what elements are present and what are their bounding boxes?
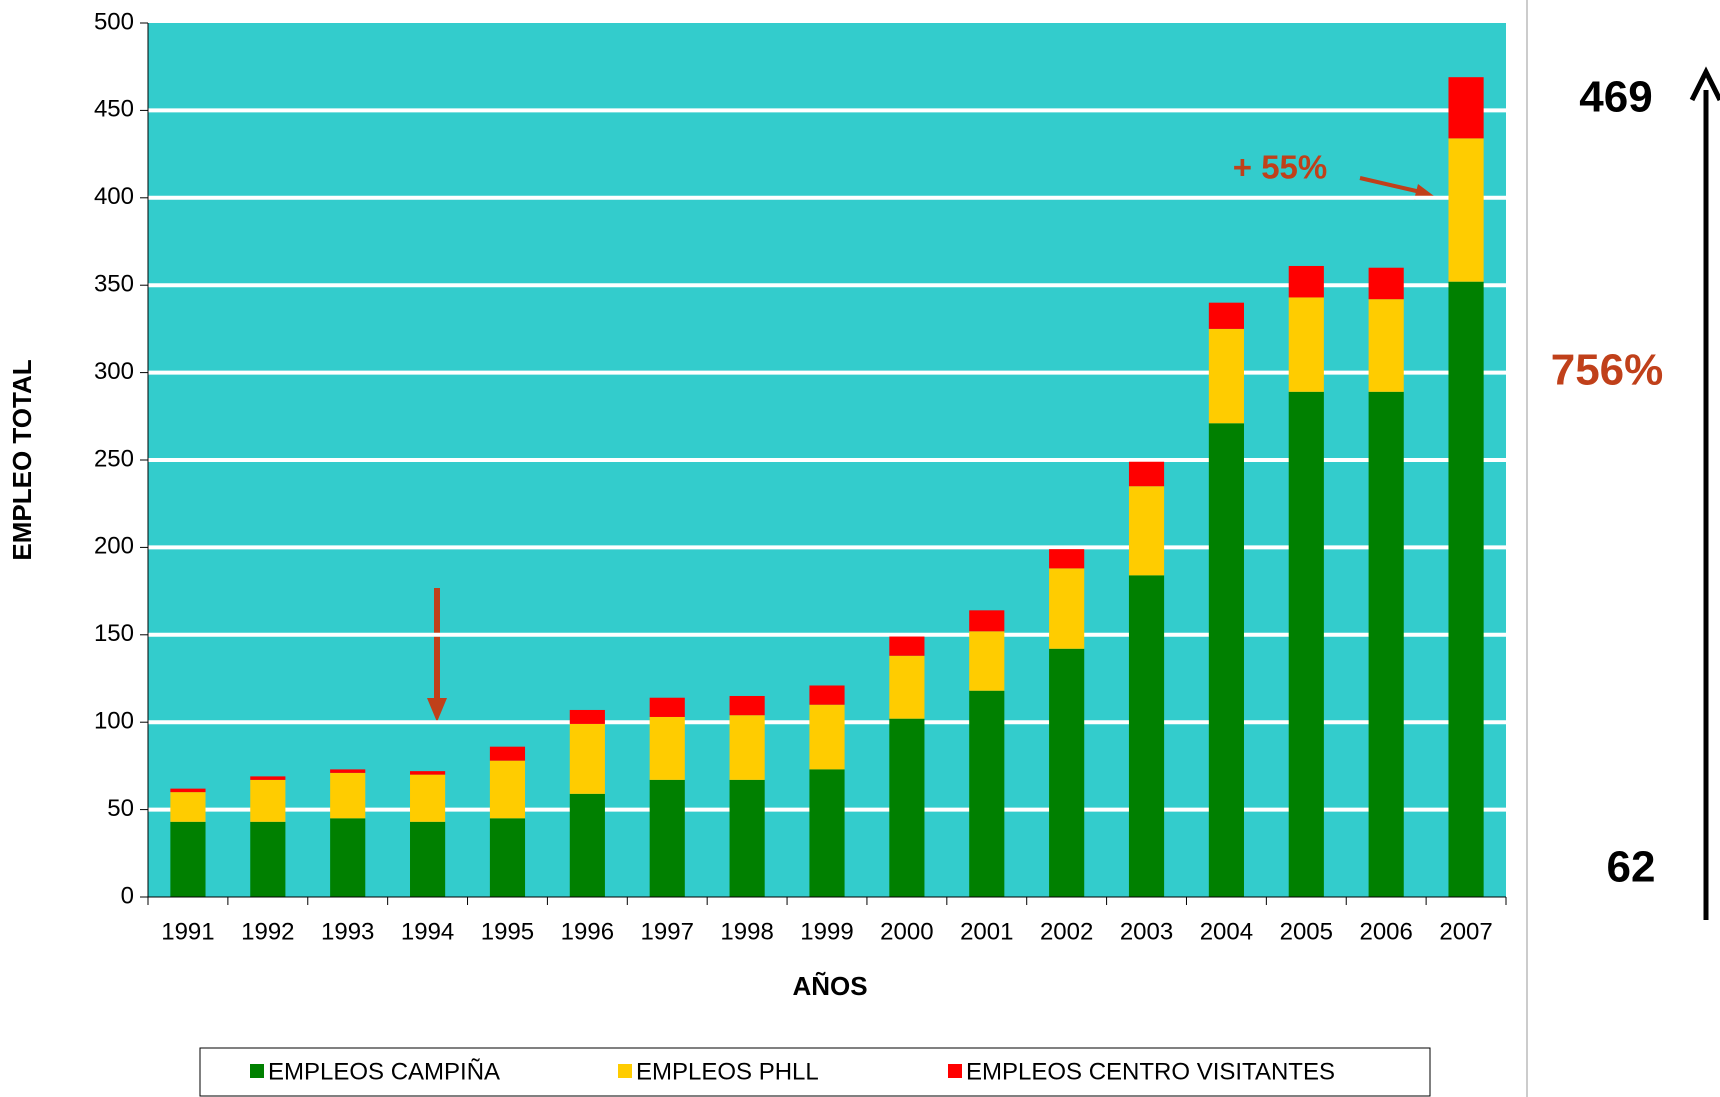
y-axis-title: EMPLEO TOTAL [7,359,37,560]
bar-segment [170,792,206,822]
y-tick-label: 200 [94,533,134,560]
bar-segment [1208,302,1244,329]
x-tick-label: 1997 [641,918,694,945]
y-tick-label: 250 [94,445,134,472]
x-tick-label: 2002 [1040,918,1093,945]
bar-segment [250,779,286,822]
x-tick-label: 2000 [880,918,933,945]
bar-segment [1448,281,1484,898]
bar-segment [1448,77,1484,139]
x-axis-title: AÑOS [792,971,867,1001]
bar-segment [729,695,765,716]
y-tick-label: 450 [94,96,134,123]
y-tick-label: 100 [94,708,134,735]
legend-swatch [618,1064,632,1078]
x-tick-label: 1998 [720,918,773,945]
x-tick-label: 1991 [161,918,214,945]
bar-segment [1128,575,1165,897]
annotation-arrow [1359,176,1426,195]
y-tick-label: 0 [121,882,134,909]
legend-label: EMPLEOS CENTRO VISITANTES [966,1058,1335,1085]
x-tick-label: 1995 [481,918,534,945]
x-tick-label: 1996 [561,918,614,945]
x-tick-label: 2003 [1120,918,1173,945]
legend-box [199,1047,1431,1097]
x-tick-label: 2001 [960,918,1013,945]
bar-segment [969,690,1005,897]
bar-segment [489,760,526,819]
annotation: + 55% [1233,149,1328,186]
bar-segment [889,718,925,897]
bar-segment [1368,391,1404,897]
bar-segment [809,685,845,705]
annotation: 756% [1551,346,1664,395]
bar-segment [489,818,526,897]
bar-segment [1049,549,1085,569]
arrow-head [1689,66,1720,102]
bar-segment [410,821,446,897]
bar-segment [889,655,925,719]
x-tick-label: 2004 [1200,918,1253,945]
bar-segment [170,821,206,897]
bar-segment [330,772,366,819]
bar-segment [1049,568,1085,649]
bar-segment [410,774,446,822]
bar-segment [1288,265,1324,298]
x-tick-label: 1993 [321,918,374,945]
bar-segment [1208,423,1244,897]
bar-segment [1128,486,1165,576]
bar-segment [1049,648,1085,897]
bar-segment [1208,328,1244,424]
bar-segment [250,776,286,780]
bar-segment [1368,299,1404,392]
bar-segment [729,715,765,780]
x-tick-label: 2006 [1359,918,1412,945]
bar-segment [1128,461,1165,487]
bar-segment [410,771,446,775]
x-tick-label: 1992 [241,918,294,945]
bar-segment [170,788,206,793]
bar-segment [649,779,685,897]
bar-segment [649,716,685,780]
bar-segment [889,636,925,656]
bar-segment [569,793,605,897]
bar-segment [1448,138,1484,282]
bar-segment [1288,391,1324,897]
bar-segment [1288,297,1324,392]
annotation: 469 [1579,73,1652,122]
y-tick-label: 500 [94,8,134,35]
y-tick-label: 150 [94,620,134,647]
x-tick-label: 1994 [401,918,454,945]
bar-segment [809,704,845,770]
y-tick-label: 50 [107,795,134,822]
arrow-head [427,698,447,722]
bar-segment [969,610,1005,632]
bar-segment [649,697,685,717]
bar-segment [330,818,366,897]
bar-segment [1368,267,1404,300]
legend-label: EMPLEOS PHLL [636,1058,819,1085]
legend-label: EMPLEOS CAMPIÑA [268,1058,500,1085]
legend-swatch [948,1064,962,1078]
y-tick-label: 350 [94,271,134,298]
y-tick-label: 300 [94,358,134,385]
x-tick-label: 2005 [1280,918,1333,945]
bar-segment [489,746,526,761]
bar-segment [969,631,1005,691]
x-tick-label: 1999 [800,918,853,945]
bar-segment [809,769,845,897]
bar-segment [569,723,605,794]
x-tick-label: 2007 [1439,918,1492,945]
y-tick-label: 400 [94,183,134,210]
bar-segment [729,779,765,897]
bar-segment [250,821,286,897]
annotation: 62 [1607,843,1656,892]
legend-swatch [250,1064,264,1078]
bar-segment [569,709,605,724]
bar-segment [330,769,366,773]
